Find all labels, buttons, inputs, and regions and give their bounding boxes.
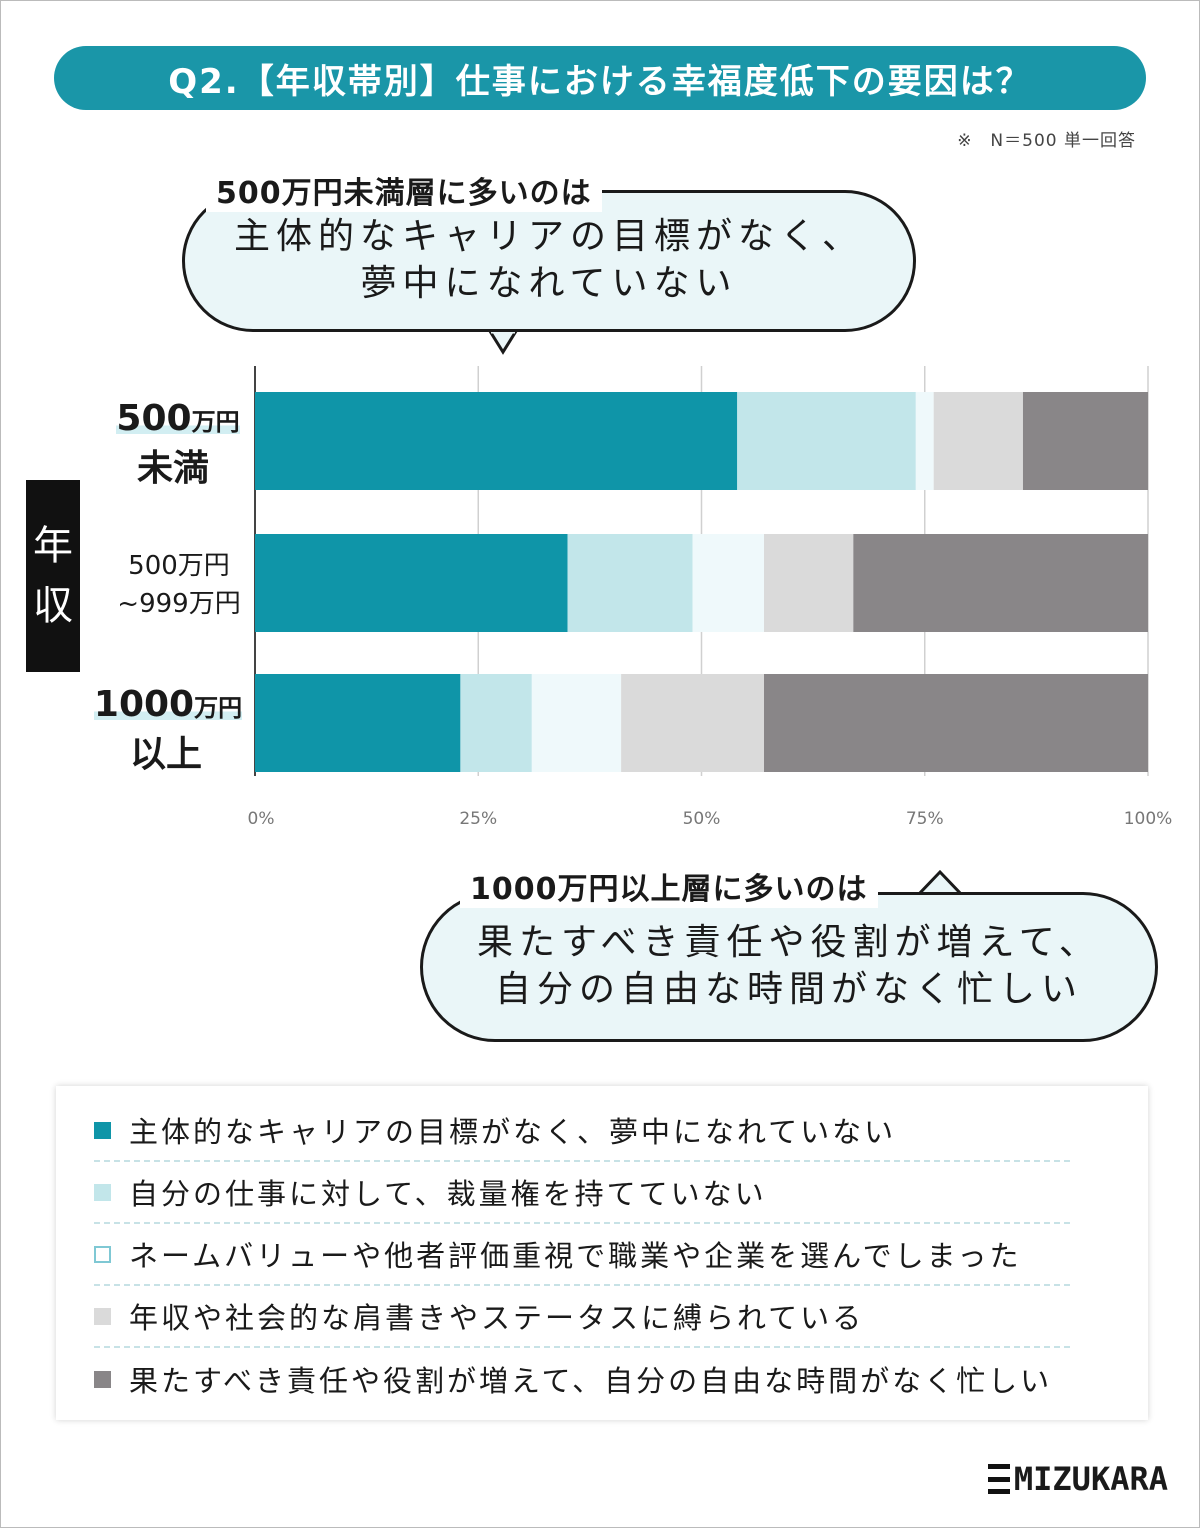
bar-segment (737, 392, 916, 490)
legend-item: 主体的なキャリアの目標がなく、夢中になれていない (94, 1100, 1070, 1162)
brand-logo-icon (987, 1464, 1010, 1494)
bar-segment (853, 534, 1148, 632)
bar-segment (255, 674, 461, 772)
legend-swatch (94, 1121, 111, 1139)
legend-label: 主体的なキャリアの目標がなく、夢中になれていない (129, 1115, 897, 1149)
bar-segment (621, 674, 765, 772)
legend-swatch (94, 1307, 111, 1325)
bar-segment (915, 392, 934, 490)
bar-segment (933, 392, 1023, 490)
row-label-line-2: ~999万円 (117, 588, 241, 619)
bar-segment (1022, 392, 1148, 490)
callout-top-tail (486, 327, 520, 355)
bar-segment (764, 534, 854, 632)
bar-segment (692, 534, 765, 632)
sample-note: ※ N＝500 単一回答 (957, 131, 1136, 151)
brand-name: MIZUKARA (1013, 1460, 1168, 1498)
bar-segment (255, 534, 568, 632)
brand-logo: MIZUKARA (987, 1460, 1168, 1498)
legend-swatch (94, 1183, 111, 1201)
callout-bottom-line-2: 自分の自由な時間がなく忙しい (494, 969, 1083, 1010)
bar-segment (531, 674, 622, 772)
legend-swatch (94, 1370, 111, 1388)
legend-label: 果たすべき責任や役割が増えて、自分の自由な時間がなく忙しい (129, 1364, 1053, 1398)
legend-item: 自分の仕事に対して、裁量権を持てていない (94, 1162, 1070, 1224)
callout-top-bubble: 主体的なキャリアの目標がなく、 夢中になれていない (182, 190, 916, 332)
row-label-suffix: 以上 (129, 734, 202, 775)
bar-segment (764, 674, 1148, 772)
callout-bottom-heading: 1000万円以上層に多いのは (460, 864, 878, 908)
legend-item: 果たすべき責任や役割が増えて、自分の自由な時間がなく忙しい (94, 1348, 1070, 1410)
side-label-char-2: 収 (33, 583, 73, 629)
row-label-under-500: 500万円 未満 (108, 398, 248, 491)
callout-top-line-1: 主体的なキャリアの目標がなく、 (233, 216, 864, 258)
row-label-amount: 500 (116, 398, 192, 439)
legend-swatch (94, 1245, 111, 1263)
bar-segment (460, 674, 532, 772)
callout-bottom-line-1: 果たすべき責任や役割が増えて、 (477, 922, 1101, 964)
legend-item: ネームバリューや他者評価重視で職業や企業を選んでしまった (94, 1224, 1070, 1286)
chart-legend: 主体的なキャリアの目標がなく、夢中になれていない 自分の仕事に対して、裁量権を持… (56, 1086, 1148, 1420)
row-label-500-999: 500万円 ~999万円 (108, 548, 250, 623)
legend-label: 自分の仕事に対して、裁量権を持てていない (129, 1177, 767, 1211)
x-tick-label: 25% (459, 809, 497, 829)
x-tick-label: 0% (248, 809, 275, 829)
side-label-char-1: 年 (33, 523, 73, 569)
callout-top-line-2: 夢中になれていない (360, 263, 738, 304)
x-tick-label: 100% (1124, 809, 1173, 829)
bar-segment (567, 534, 693, 632)
callout-top-heading: 500万円未満層に多いのは (206, 168, 602, 212)
row-label-amount: 1000 (93, 684, 195, 725)
bar-segment (255, 392, 738, 490)
legend-label: 年収や社会的な肩書きやステータスに縛られている (129, 1301, 865, 1335)
legend-item: 年収や社会的な肩書きやステータスに縛られている (94, 1286, 1070, 1348)
x-tick-label: 75% (906, 809, 944, 829)
legend-label: ネームバリューや他者評価重視で職業や企業を選んでしまった (129, 1239, 1022, 1273)
row-label-unit: 万円 (194, 694, 243, 722)
row-label-over-1000: 1000万円 以上 (88, 684, 248, 777)
row-label-unit: 万円 (191, 408, 240, 436)
x-tick-label: 50% (683, 809, 721, 829)
callout-bottom-bubble: 果たすべき責任や役割が増えて、 自分の自由な時間がなく忙しい (420, 892, 1158, 1042)
page-title: Q2.【年収帯別】仕事における幸福度低下の要因は？ (54, 46, 1146, 110)
callout-bottom-tail (916, 869, 964, 897)
row-label-suffix: 未満 (136, 448, 209, 489)
axis-side-label: 年 収 (26, 480, 80, 672)
row-label-line-1: 500万円 (128, 551, 230, 581)
